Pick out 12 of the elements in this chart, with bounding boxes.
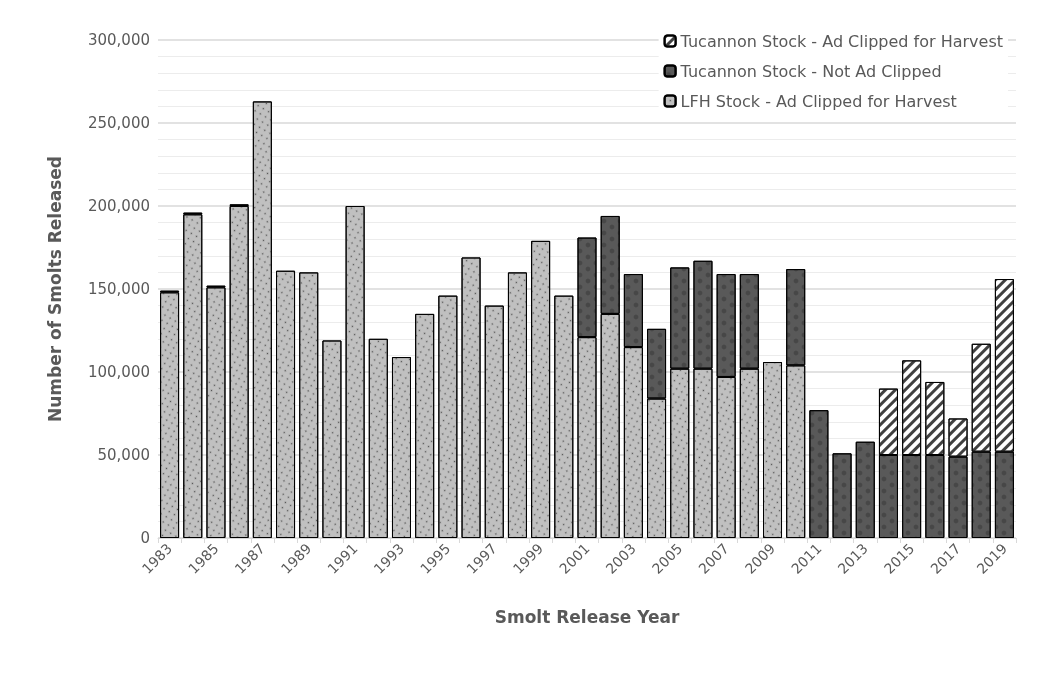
y-tick-label: 300,000	[87, 31, 150, 49]
y-tick-label: 100,000	[87, 363, 150, 381]
y-tick-label: 150,000	[87, 280, 150, 298]
x-axis-title: Smolt Release Year	[494, 606, 680, 627]
legend-label: LFH Stock - Ad Clipped for Harvest	[680, 91, 957, 111]
legend-label: Tucannon Stock - Not Ad Clipped	[679, 61, 942, 81]
y-tick-label: 200,000	[87, 197, 150, 215]
y-tick-label: 50,000	[97, 446, 150, 464]
y-tick-label: 0	[140, 529, 150, 547]
legend-label: Tucannon Stock - Ad Clipped for Harvest	[679, 31, 1004, 51]
y-axis-title: Number of Smolts Released	[44, 156, 65, 422]
y-tick-label: 250,000	[87, 114, 150, 132]
